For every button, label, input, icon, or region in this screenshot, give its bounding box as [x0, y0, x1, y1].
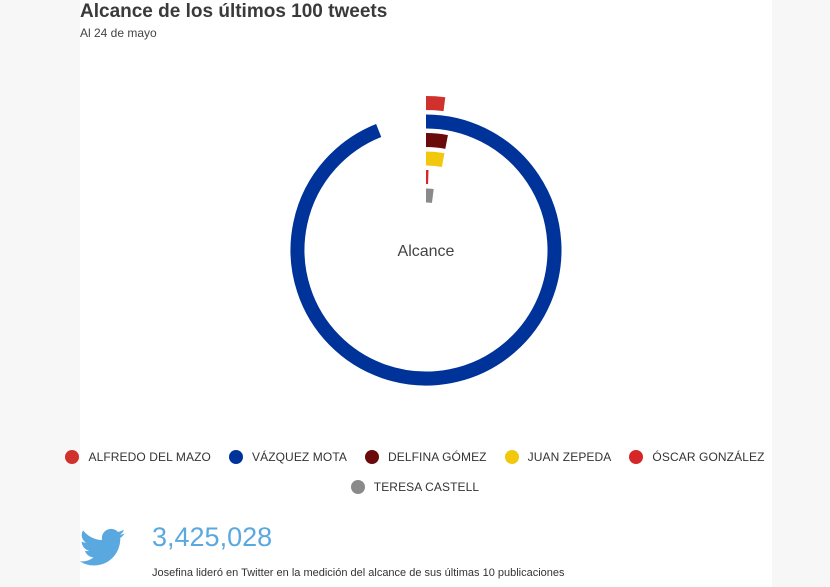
radial-bar — [425, 133, 448, 149]
chart-title: Alcance de los últimos 100 tweets — [80, 1, 388, 22]
radial-bar — [425, 96, 446, 112]
legend-row-2: TERESA CASTELL — [0, 480, 830, 494]
legend-marker — [65, 450, 80, 464]
radial-bar-chart: Alcance — [290, 96, 562, 386]
legend-label: VÁZQUEZ MOTA — [251, 450, 347, 464]
legend-item[interactable]: ÓSCAR GONZÁLEZ — [629, 450, 764, 464]
legend-item[interactable]: TERESA CASTELL — [350, 480, 480, 494]
legend-marker — [350, 480, 365, 494]
center-label: Alcance — [398, 243, 455, 260]
twitter-bird-icon — [80, 528, 126, 566]
radial-bars — [290, 96, 562, 386]
legend-marker — [504, 450, 519, 464]
legend-marker — [228, 450, 243, 464]
legend-item[interactable]: DELFINA GÓMEZ — [364, 450, 487, 464]
legend: ALFREDO DEL MAZO VÁZQUEZ MOTA DELFINA GÓ… — [0, 450, 830, 464]
legend-item[interactable]: JUAN ZEPEDA — [504, 450, 612, 464]
legend-label: TERESA CASTELL — [373, 480, 480, 494]
reach-description: Josefina lideró en Twitter en la medició… — [152, 567, 565, 579]
legend-label: JUAN ZEPEDA — [527, 450, 612, 464]
legend-marker — [629, 450, 644, 464]
legend-label: DELFINA GÓMEZ — [387, 450, 487, 464]
legend-item[interactable]: VÁZQUEZ MOTA — [228, 450, 347, 464]
legend-label: ÓSCAR GONZÁLEZ — [652, 450, 765, 464]
legend-label: ALFREDO DEL MAZO — [88, 450, 211, 464]
legend-marker — [364, 450, 379, 464]
legend-item[interactable]: ALFREDO DEL MAZO — [65, 450, 211, 464]
radial-bar — [425, 151, 445, 168]
reach-total: 3,425,028 — [152, 522, 273, 552]
radial-bar — [290, 114, 562, 386]
chart-subtitle: Al 24 de mayo — [80, 26, 157, 40]
